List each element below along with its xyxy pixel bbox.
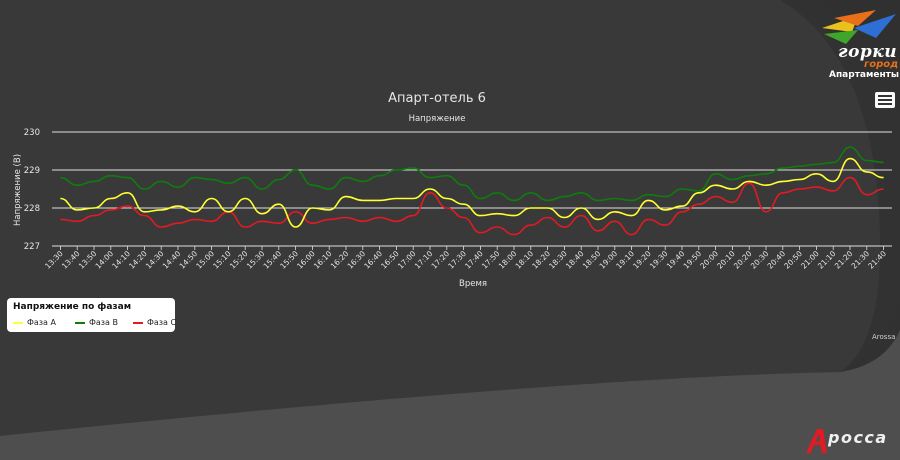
series-line-phase-a[interactable]	[60, 157, 884, 228]
legend-swatch	[75, 322, 85, 324]
legend-label: Фаза C	[147, 318, 177, 327]
brand-subtitle: город	[864, 59, 899, 70]
legend-swatch	[133, 322, 143, 324]
series-line-phase-c[interactable]	[60, 176, 884, 236]
series-line-phase-b[interactable]	[60, 146, 884, 202]
chart-title: Апарт-отель 6	[388, 91, 486, 106]
hamburger-menu-icon	[878, 95, 892, 97]
legend: Напряжение по фазам Фаза A Фаза B Фаза C	[7, 298, 177, 332]
brand-name: горки	[838, 42, 898, 62]
chart-menu-button[interactable]	[875, 92, 895, 108]
chart-subtitle: Напряжение	[409, 114, 466, 124]
y-tick-label: 229	[24, 166, 40, 176]
legend-swatch	[13, 322, 23, 324]
y-tick-label: 230	[24, 128, 40, 138]
y-axis-title: Напряжение (B)	[13, 154, 23, 226]
legend-title: Напряжение по фазам	[13, 302, 132, 312]
arossa-logo-icon	[806, 429, 827, 453]
chart-credit-link[interactable]: Arossa	[872, 333, 896, 341]
brand-logo-icon	[822, 10, 896, 44]
legend-label: Фаза B	[89, 318, 118, 327]
x-tick-label: 21:40	[866, 249, 888, 271]
legend-label: Фаза A	[27, 318, 56, 327]
y-tick-label: 228	[24, 204, 40, 214]
y-tick-label: 227	[24, 242, 40, 252]
arossa-logo-text: росса	[828, 428, 888, 447]
x-axis-title: Время	[459, 279, 487, 289]
apartment-label: Апартаменты #8	[829, 70, 900, 80]
